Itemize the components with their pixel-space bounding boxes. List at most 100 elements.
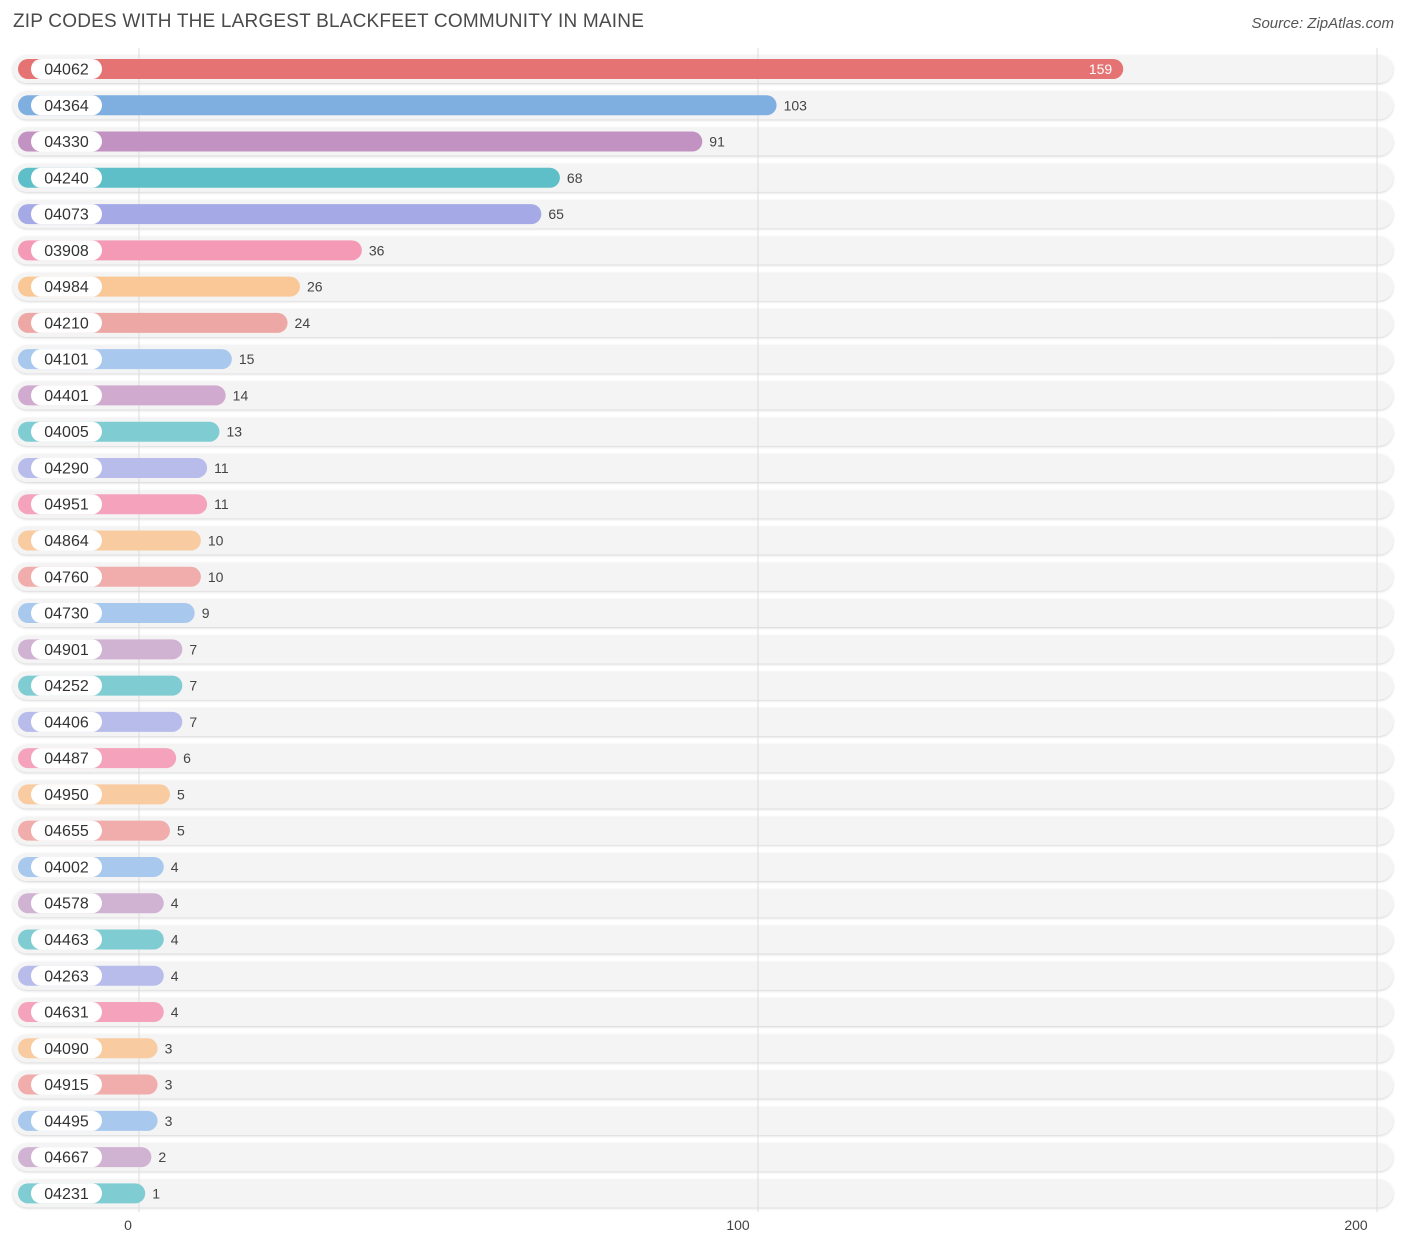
value-label: 4 xyxy=(171,895,179,911)
row-background xyxy=(13,272,1393,301)
value-label: 91 xyxy=(709,134,725,150)
chart-title: ZIP CODES WITH THE LARGEST BLACKFEET COM… xyxy=(13,11,645,32)
category-pill xyxy=(31,1074,102,1095)
bar[interactable] xyxy=(18,131,703,152)
category-label: 04950 xyxy=(44,787,89,804)
category-label: 04951 xyxy=(44,497,89,514)
category-label: 04495 xyxy=(44,1113,89,1130)
category-pill xyxy=(31,748,102,769)
category-pill xyxy=(31,603,102,624)
category-label: 04864 xyxy=(44,533,89,550)
row-background xyxy=(13,345,1393,374)
value-label: 36 xyxy=(369,242,385,258)
category-pill xyxy=(31,784,102,805)
value-label: 7 xyxy=(189,714,197,730)
category-label: 04210 xyxy=(44,315,89,332)
value-label: 10 xyxy=(208,533,224,549)
value-label: 3 xyxy=(165,1113,173,1129)
row-background xyxy=(13,889,1393,918)
row-background xyxy=(13,816,1393,845)
bar[interactable] xyxy=(18,59,1124,79)
value-label: 3 xyxy=(165,1040,173,1056)
value-label: 159 xyxy=(1089,61,1113,77)
value-label: 9 xyxy=(202,605,210,621)
category-pill xyxy=(31,530,102,551)
category-label: 04655 xyxy=(44,823,89,840)
category-pill xyxy=(31,494,102,515)
value-label: 24 xyxy=(295,315,311,331)
row-background xyxy=(13,780,1393,809)
category-label: 04005 xyxy=(44,424,89,441)
category-label: 04073 xyxy=(44,207,89,224)
category-pill xyxy=(31,639,102,660)
category-label: 04984 xyxy=(44,279,89,296)
value-label: 3 xyxy=(165,1077,173,1093)
value-label: 7 xyxy=(189,641,197,657)
category-label: 04290 xyxy=(44,460,89,477)
row-background xyxy=(13,490,1393,519)
category-label: 04730 xyxy=(44,606,89,623)
row-background xyxy=(13,961,1393,990)
value-label: 2 xyxy=(158,1149,166,1165)
row-background xyxy=(13,707,1393,736)
category-label: 04578 xyxy=(44,896,89,913)
bar[interactable] xyxy=(18,204,542,225)
category-pill xyxy=(31,131,102,152)
category-label: 04062 xyxy=(44,62,89,79)
value-label: 4 xyxy=(171,968,179,984)
row-background xyxy=(13,925,1393,954)
category-pill xyxy=(31,421,102,442)
category-pill xyxy=(31,856,102,877)
row-background xyxy=(13,1179,1393,1208)
row-background xyxy=(13,453,1393,482)
category-pill xyxy=(31,1183,102,1204)
x-tick-label: 200 xyxy=(1344,1217,1368,1233)
row-background xyxy=(13,671,1393,700)
category-pill xyxy=(31,1110,102,1131)
category-pill xyxy=(31,929,102,950)
category-pill xyxy=(31,457,102,478)
bar[interactable] xyxy=(18,167,560,188)
category-label: 04090 xyxy=(44,1041,89,1058)
row-background xyxy=(13,599,1393,628)
row-background xyxy=(13,1143,1393,1172)
category-label: 04252 xyxy=(44,678,89,695)
category-pill xyxy=(31,95,102,116)
value-label: 4 xyxy=(171,931,179,947)
category-label: 04915 xyxy=(44,1077,89,1094)
value-label: 4 xyxy=(171,859,179,875)
value-label: 4 xyxy=(171,1004,179,1020)
value-label: 6 xyxy=(183,750,191,766)
category-pill xyxy=(31,893,102,914)
row-background xyxy=(13,308,1393,337)
category-label: 04263 xyxy=(44,968,89,985)
category-pill xyxy=(31,312,102,333)
bar[interactable] xyxy=(18,95,777,116)
category-label: 04401 xyxy=(44,388,89,405)
row-background xyxy=(13,744,1393,773)
value-label: 65 xyxy=(548,206,564,222)
category-pill xyxy=(31,675,102,696)
category-pill xyxy=(31,566,102,587)
chart-source: Source: ZipAtlas.com xyxy=(1251,15,1394,32)
category-label: 04631 xyxy=(44,1005,89,1022)
category-pill xyxy=(31,240,102,261)
bar[interactable] xyxy=(18,240,362,261)
category-pill xyxy=(31,276,102,297)
category-label: 04101 xyxy=(44,352,89,369)
row-background xyxy=(13,1034,1393,1063)
category-label: 04002 xyxy=(44,859,89,876)
value-label: 11 xyxy=(214,496,229,512)
value-label: 5 xyxy=(177,823,185,839)
value-label: 13 xyxy=(226,424,242,440)
value-label: 68 xyxy=(567,170,583,186)
row-background xyxy=(13,998,1393,1027)
row-background xyxy=(13,526,1393,555)
value-label: 11 xyxy=(214,460,229,476)
category-pill xyxy=(31,1147,102,1168)
x-tick-label: 100 xyxy=(726,1217,750,1233)
value-label: 14 xyxy=(233,387,249,403)
category-pill xyxy=(31,1002,102,1023)
row-background xyxy=(13,417,1393,446)
